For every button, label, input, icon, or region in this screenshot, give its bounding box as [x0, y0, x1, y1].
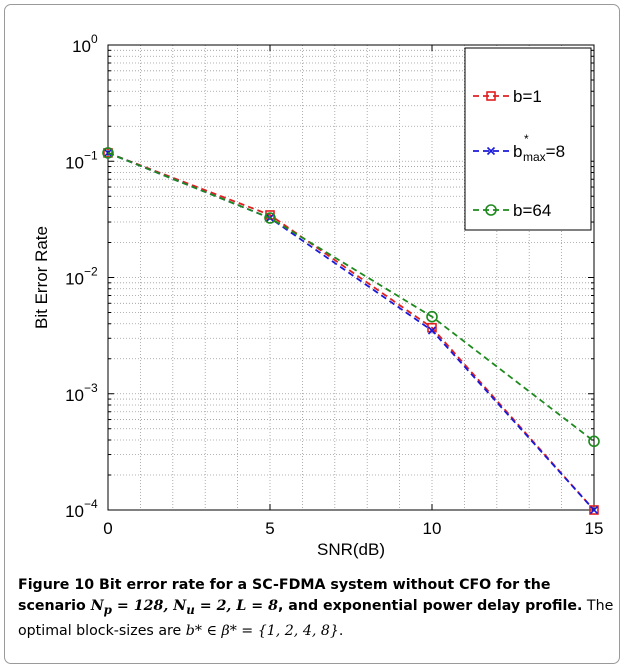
y-tick-label: 10−2 — [65, 265, 98, 289]
legend-label: b=1 — [513, 87, 542, 106]
y-tick-label: 10−4 — [65, 497, 98, 521]
y-tick-labels: 100 10−1 10−2 10−3 10−4 — [65, 32, 98, 521]
legend-marker — [486, 91, 496, 101]
legend-label: b=64 — [513, 201, 551, 220]
legend-marker — [485, 204, 497, 216]
series-layer — [102, 147, 600, 515]
x-tick-label: 0 — [103, 519, 112, 538]
caption-normal: The optimal block-sizes are — [18, 598, 614, 639]
y-tick-label: 10−3 — [65, 381, 98, 405]
figure-frame — [4, 4, 620, 664]
series-3 — [102, 147, 600, 448]
legend-entry-2: b* max=8 — [473, 132, 565, 164]
figure-caption: Figure 10 Bit error rate for a SC-FDMA s… — [18, 575, 614, 642]
x-tick-label: 10 — [423, 519, 442, 538]
x-tick-label: 15 — [585, 519, 604, 538]
caption-np: Np — [90, 598, 112, 617]
data-point — [427, 326, 437, 335]
data-point — [426, 310, 438, 323]
caption-l-val: = 8 — [246, 598, 278, 614]
caption-np-val: = 128, — [111, 598, 174, 614]
data-point — [103, 148, 113, 158]
tick-marks — [107, 44, 595, 511]
legend-marker — [486, 146, 496, 156]
y-tick-label: 10−1 — [65, 148, 98, 172]
caption-end: . — [338, 622, 344, 639]
legend-entry-3: b=64 — [473, 201, 551, 220]
series-line — [107, 152, 595, 511]
caption-bold-1: Figure 10 Bit error rate for a SC-FDMA s… — [18, 577, 551, 614]
data-point — [264, 212, 276, 224]
ber-chart: 0 5 10 15 100 10−1 10−2 10−3 10−4 SNR(dB) Bit E… — [32, 32, 603, 559]
legend: b=1 b* max=8 b=64 — [464, 47, 592, 231]
caption-nu-val: = 2, — [194, 598, 237, 614]
caption-nu: Nu — [173, 598, 195, 617]
series-line — [107, 152, 595, 511]
legend-label: b* max=8 — [513, 132, 565, 164]
caption-set-expr: b* ∈ β* = {1, 2, 4, 8} — [185, 622, 339, 639]
data-point — [102, 147, 114, 159]
caption-bold-2: , and exponential power delay profile. — [277, 598, 583, 614]
legend-entry-1: b=1 — [473, 87, 542, 106]
y-tick-label: 100 — [72, 32, 98, 56]
data-point — [588, 435, 600, 448]
data-point — [589, 505, 599, 515]
data-point — [589, 505, 599, 515]
caption-l: L — [236, 598, 247, 614]
x-tick-label: 5 — [265, 519, 274, 538]
x-tick-labels: 0 5 10 15 — [103, 519, 603, 538]
legend-box — [464, 47, 592, 231]
x-axis-label: SNR(dB) — [317, 540, 385, 559]
y-axis-label: Bit Error Rate — [32, 226, 51, 329]
